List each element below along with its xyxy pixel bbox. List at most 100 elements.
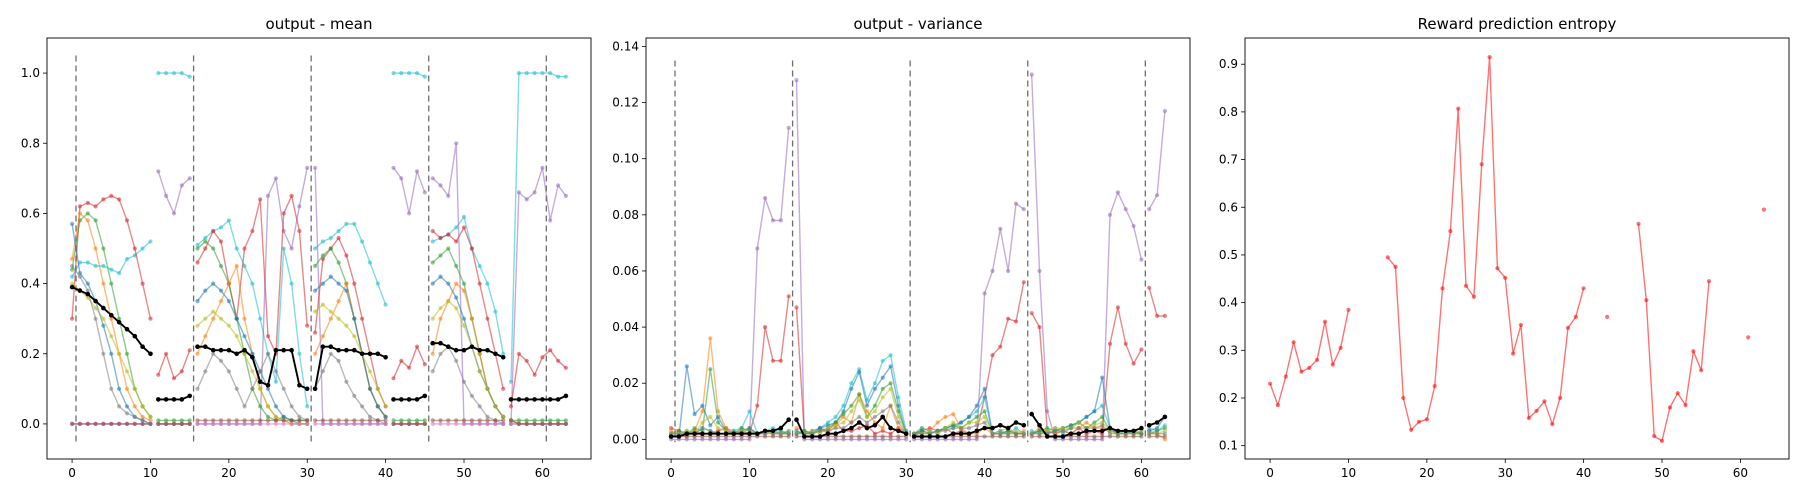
data-point	[1401, 395, 1406, 401]
data-point	[556, 183, 561, 188]
y-tick-label: 0.6	[21, 206, 40, 220]
data-point	[375, 404, 380, 409]
data-point	[1107, 212, 1113, 217]
data-point	[446, 232, 451, 237]
data-point	[85, 211, 90, 216]
data-point	[109, 334, 114, 339]
data-point	[258, 404, 263, 409]
data-point	[919, 434, 925, 439]
data-point	[708, 336, 713, 341]
y-tick-label: 0.10	[612, 152, 639, 166]
data-point	[422, 74, 427, 79]
data-point	[1092, 434, 1097, 439]
data-point	[336, 281, 341, 286]
y-tick-label: 0.3	[1219, 343, 1238, 357]
chart-panel-2: output - variance 0 10 20 30 40 50 60 0.00 0.02 0.…	[612, 15, 1191, 480]
data-point	[211, 316, 216, 321]
data-point	[438, 421, 443, 426]
data-point	[872, 437, 878, 442]
data-point	[532, 397, 537, 402]
data-point	[516, 421, 522, 426]
data-point	[1037, 268, 1042, 274]
data-point	[794, 417, 799, 423]
data-point	[461, 214, 467, 219]
data-point	[888, 386, 893, 391]
data-point	[93, 421, 98, 426]
data-point	[762, 428, 768, 434]
data-point	[430, 228, 435, 234]
data-point	[265, 193, 271, 198]
data-point	[974, 414, 979, 419]
data-point	[833, 414, 838, 419]
data-point	[864, 403, 870, 408]
data-point	[469, 418, 474, 423]
data-point	[320, 334, 325, 339]
data-point	[148, 239, 153, 244]
data-point	[716, 437, 721, 442]
data-point	[708, 431, 713, 437]
data-point	[540, 165, 545, 170]
data-point	[203, 288, 208, 293]
plot-frame	[645, 37, 1191, 460]
data-point	[563, 421, 569, 426]
data-point	[477, 347, 483, 353]
data-point	[1691, 349, 1696, 354]
data-point	[454, 421, 459, 426]
data-point	[966, 414, 972, 419]
data-point	[1037, 325, 1042, 330]
data-point	[1761, 207, 1766, 212]
data-point	[692, 437, 697, 442]
data-point	[1338, 345, 1343, 350]
data-point	[708, 414, 713, 419]
data-point	[195, 246, 200, 251]
data-point	[998, 344, 1003, 349]
data-point	[211, 421, 216, 426]
data-point	[770, 358, 776, 363]
data-point	[203, 246, 208, 251]
data-point	[1155, 193, 1160, 198]
x-tick-label: 10	[143, 466, 158, 480]
data-point	[117, 404, 122, 409]
data-point	[218, 239, 224, 244]
data-point	[320, 369, 325, 374]
data-point	[414, 418, 420, 423]
data-point	[117, 351, 122, 356]
data-point	[454, 263, 459, 269]
data-point	[234, 351, 239, 357]
data-point	[101, 305, 106, 311]
data-point	[990, 268, 995, 274]
data-point	[273, 379, 278, 384]
data-point	[959, 437, 964, 442]
data-point	[375, 281, 380, 286]
series-1	[669, 72, 1167, 442]
data-point	[700, 431, 705, 437]
data-point	[148, 351, 153, 357]
data-point	[367, 421, 373, 426]
data-point	[1155, 434, 1160, 439]
data-point	[430, 239, 435, 244]
data-point	[273, 404, 278, 409]
data-point	[469, 421, 474, 426]
data-point	[399, 421, 404, 426]
data-point	[943, 434, 948, 439]
data-point	[313, 263, 318, 269]
data-point	[532, 71, 537, 76]
data-point	[817, 428, 823, 433]
data-point	[195, 421, 200, 426]
data-point	[242, 246, 247, 251]
data-point	[226, 347, 232, 353]
data-point	[833, 426, 838, 431]
data-point	[548, 348, 553, 353]
data-point	[203, 418, 208, 423]
series-line	[795, 80, 907, 441]
data-point	[548, 421, 553, 426]
data-point	[454, 225, 459, 230]
data-point	[109, 421, 114, 426]
x-tick-label: 0	[1266, 466, 1274, 480]
data-point	[234, 421, 239, 426]
x-tick-label: 30	[1498, 466, 1513, 480]
data-point	[289, 404, 294, 409]
data-point	[203, 334, 208, 339]
data-point	[352, 418, 357, 423]
data-point	[1162, 434, 1167, 439]
